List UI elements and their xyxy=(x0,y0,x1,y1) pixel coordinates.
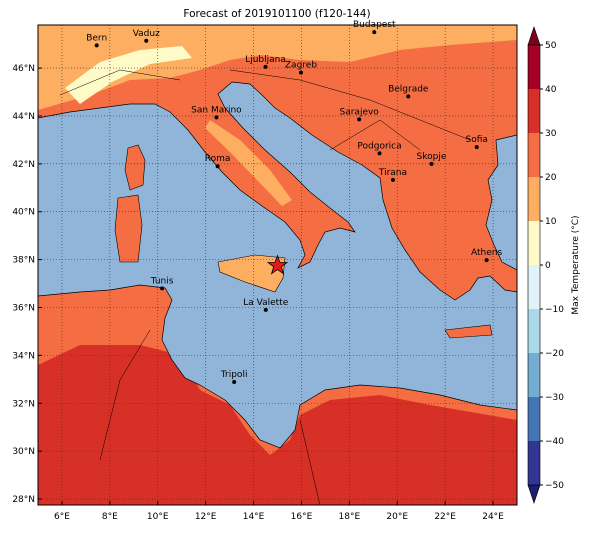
colorbar-tick-label: −10 xyxy=(545,305,564,315)
city-label: Tunis xyxy=(150,276,174,286)
city-label: Tripoli xyxy=(220,370,248,380)
y-tick-label: 30°N xyxy=(12,447,35,457)
x-tick-label: 24°E xyxy=(482,512,504,522)
colorbar-tick-label: −50 xyxy=(545,481,564,491)
y-tick-label: 34°N xyxy=(12,351,35,361)
city-dot xyxy=(474,145,479,150)
colorbar-tick-label: 40 xyxy=(545,85,557,95)
colorbar-tick-label: 20 xyxy=(545,173,557,183)
map-frame xyxy=(37,24,518,506)
city-label: Ljubljana xyxy=(245,55,286,65)
city-dot xyxy=(160,286,165,291)
city-label: Skopje xyxy=(417,152,447,162)
city-dot xyxy=(429,161,434,166)
x-tick-label: 12°E xyxy=(195,512,217,522)
x-tick-label: 20°E xyxy=(386,512,408,522)
colorbar-bin xyxy=(528,265,540,309)
colorbar-label: Max Temperature (°C) xyxy=(571,215,581,314)
colorbar-tick-label: 0 xyxy=(545,261,551,271)
y-tick-label: 32°N xyxy=(12,399,35,409)
colorbar-bin xyxy=(528,89,540,133)
city-label: Bern xyxy=(86,33,107,43)
y-tick-label: 36°N xyxy=(12,303,35,313)
y-tick-label: 42°N xyxy=(12,160,35,170)
city-dot xyxy=(215,164,220,169)
city-label: Roma xyxy=(205,154,231,164)
city-label: Podgorica xyxy=(357,141,401,151)
city-label: Sofia xyxy=(466,135,488,145)
city-dot xyxy=(263,64,268,69)
y-tick-label: 40°N xyxy=(12,208,35,218)
colorbar-bin xyxy=(528,133,540,177)
grid xyxy=(38,25,517,505)
x-tick-label: 16°E xyxy=(291,512,313,522)
y-tick-label: 44°N xyxy=(12,112,35,122)
x-tick-label: 22°E xyxy=(434,512,456,522)
y-tick-label: 38°N xyxy=(12,256,35,266)
city-label: Athens xyxy=(471,248,502,258)
x-tick-label: 14°E xyxy=(243,512,265,522)
x-tick-label: 6°E xyxy=(54,512,70,522)
city-dot xyxy=(372,30,377,35)
y-tick-label: 28°N xyxy=(12,495,35,505)
city-label: Budapest xyxy=(353,20,396,30)
colorbar-bin xyxy=(528,177,540,221)
colorbar-bin xyxy=(528,441,540,485)
colorbar-tick-label: 10 xyxy=(545,217,557,227)
city-dot xyxy=(263,307,268,312)
city-dot xyxy=(214,115,219,120)
city-label: San Marino xyxy=(191,105,242,115)
city-label: Tirana xyxy=(378,168,407,178)
city-dot xyxy=(390,177,395,182)
colorbar-bin xyxy=(528,397,540,441)
y-tick-label: 46°N xyxy=(12,64,35,74)
city-dot xyxy=(377,151,382,156)
colorbar-tick-label: 50 xyxy=(545,41,557,51)
city-label: La Valette xyxy=(243,298,288,308)
city-dot xyxy=(484,258,489,263)
colorbar-tick-label: −20 xyxy=(545,349,564,359)
x-tick-label: 8°E xyxy=(102,512,118,522)
city-label: Zagreb xyxy=(285,61,317,71)
colorbar-bin xyxy=(528,45,540,89)
colorbar-bin xyxy=(528,353,540,397)
city-dot xyxy=(94,43,99,48)
city-dot xyxy=(357,117,362,122)
x-tick-label: 18°E xyxy=(339,512,361,522)
city-dot xyxy=(232,379,237,384)
city-label: Vaduz xyxy=(133,29,160,39)
colorbar-tick-label: 30 xyxy=(545,129,557,139)
city-dot xyxy=(406,94,411,99)
colorbar-tick-label: −30 xyxy=(545,393,564,403)
x-tick-label: 10°E xyxy=(147,512,169,522)
colorbar-bin xyxy=(528,309,540,353)
city-dot xyxy=(298,70,303,75)
city-label: Sarajevo xyxy=(340,107,380,117)
colorbar-tick-label: −40 xyxy=(545,437,564,447)
city-label: Belgrade xyxy=(388,84,429,94)
map-title: Forecast of 2019101100 (f120-144) xyxy=(183,8,370,20)
colorbar-extend-bottom xyxy=(527,484,541,504)
star-marker xyxy=(266,254,289,275)
colorbar-extend-top xyxy=(527,26,541,46)
city-dot xyxy=(144,38,149,43)
colorbar-bin xyxy=(528,221,540,265)
colorbar xyxy=(527,26,543,504)
